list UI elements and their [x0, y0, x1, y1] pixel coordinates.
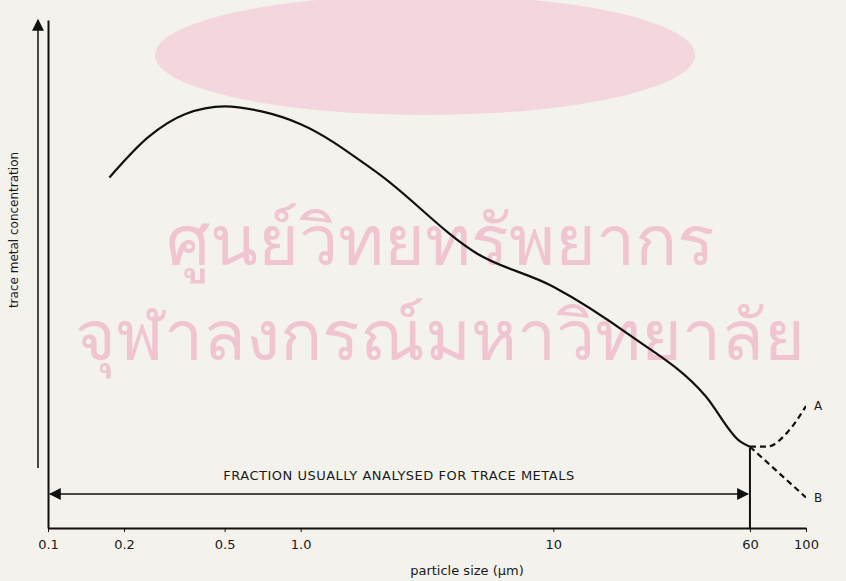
- x-axis-title: particle size (µm): [410, 563, 524, 578]
- x-tick-mark: [124, 528, 125, 532]
- series-label: A: [814, 399, 823, 413]
- plot: 0.1 0.2 0.5 1.0 10 60 100 FRACTION USUALLY ANAL…: [38, 20, 823, 552]
- series-line: [750, 447, 806, 498]
- y-axis: [48, 21, 49, 529]
- series-group: [109, 106, 806, 497]
- span-limit: [749, 448, 751, 528]
- y-arrow: [37, 20, 39, 468]
- watermark-text: จุฬาลงกรณ์มหาวิทยาลัย: [75, 295, 805, 379]
- y-axis-line: [48, 21, 50, 529]
- series-label: B: [814, 491, 822, 505]
- series-line: [109, 106, 750, 446]
- x-tick-label: 60: [742, 537, 759, 552]
- x-tick: 1.0: [291, 528, 312, 552]
- span-arrow: [50, 493, 748, 495]
- x-tick: 60: [742, 528, 759, 552]
- x-tick: 10: [546, 528, 563, 552]
- emblem: [155, 0, 695, 115]
- annotation: FRACTION USUALLY ANALYSED FOR TRACE META…: [223, 468, 574, 483]
- x-tick-label: 0.2: [114, 537, 135, 552]
- chart: ศูนย์วิทยทรัพยากรจุฬาลงกรณ์มหาวิทยาลัย0.…: [0, 0, 846, 581]
- x-axis: 0.1 0.2 0.5 1.0 10 60 100: [38, 528, 819, 552]
- x-tick-mark: [225, 528, 226, 532]
- y-axis-title: trace metal concentration: [7, 152, 21, 308]
- x-tick: 100: [794, 528, 819, 552]
- x-tick: 0.2: [114, 528, 135, 552]
- x-tick-label: 1.0: [291, 537, 312, 552]
- x-tick-mark: [301, 528, 302, 532]
- x-axis-line: [49, 528, 807, 530]
- series-line: [750, 406, 806, 447]
- x-tick: 0.5: [215, 528, 236, 552]
- x-tick-label: 0.1: [38, 537, 59, 552]
- x-tick-mark: [48, 528, 49, 532]
- x-tick-mark: [553, 528, 554, 532]
- x-tick-label: 10: [546, 537, 563, 552]
- x-tick-mark: [806, 528, 807, 532]
- x-tick-mark: [750, 528, 751, 532]
- x-tick: 0.1: [38, 528, 59, 552]
- x-tick-label: 100: [794, 537, 819, 552]
- watermark-text: ศูนย์วิทยทรัพยากร: [166, 200, 715, 284]
- x-tick-label: 0.5: [215, 537, 236, 552]
